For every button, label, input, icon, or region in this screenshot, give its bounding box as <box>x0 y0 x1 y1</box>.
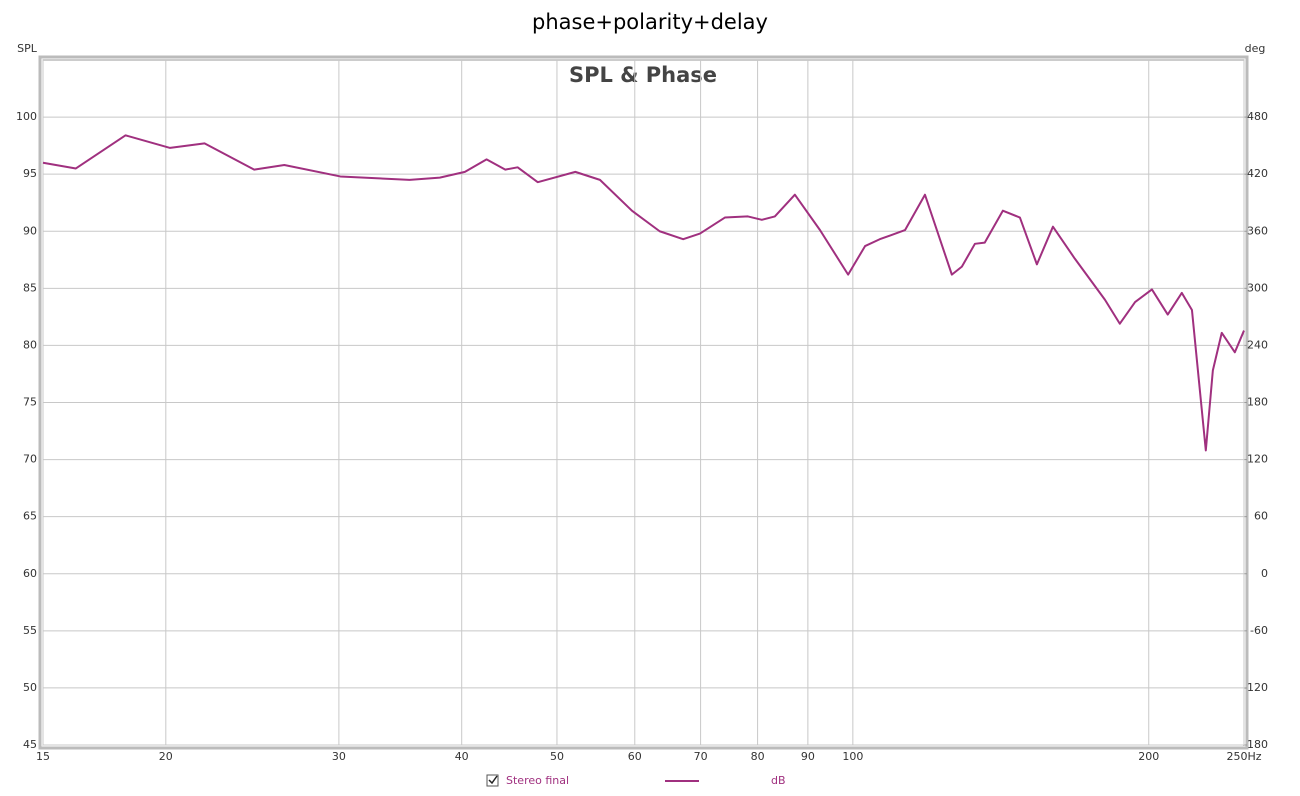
y2-tick-label: 120 <box>1247 453 1268 466</box>
y2-tick-label: 60 <box>1254 510 1268 523</box>
y2-tick-label: -60 <box>1250 624 1268 637</box>
y-tick-label: 90 <box>23 224 37 237</box>
y-axis-label: SPL <box>17 42 38 55</box>
x-tick-label: 50 <box>550 750 564 763</box>
y-tick-label: 45 <box>23 738 37 751</box>
x-tick-label: 20 <box>159 750 173 763</box>
y2-tick-label: 300 <box>1247 281 1268 294</box>
y2-tick-label: -180 <box>1243 738 1268 751</box>
y-tick-label: 80 <box>23 338 37 351</box>
y-tick-label: 95 <box>23 167 37 180</box>
x-tick-label: 100 <box>842 750 863 763</box>
x-tick-label: 70 <box>694 750 708 763</box>
x-tick-label: 30 <box>332 750 346 763</box>
chart-title: phase+polarity+delay <box>532 10 768 34</box>
x-tick-label: 60 <box>628 750 642 763</box>
y-tick-label: 75 <box>23 396 37 409</box>
y-tick-label: 85 <box>23 281 37 294</box>
y-tick-label: 55 <box>23 624 37 637</box>
y2-tick-label: 180 <box>1247 396 1268 409</box>
spl-line <box>42 134 1245 452</box>
x-tick-label: 15 <box>36 750 50 763</box>
chart-subtitle: SPL & Phase <box>569 63 717 87</box>
y-tick-label: 60 <box>23 567 37 580</box>
y2-tick-label: 240 <box>1247 338 1268 351</box>
y2-tick-label: 420 <box>1247 167 1268 180</box>
x-tick-label: 90 <box>801 750 815 763</box>
x-tick-label: 250Hz <box>1226 750 1261 763</box>
y-tick-label: 100 <box>16 110 37 123</box>
y2-tick-label: -120 <box>1243 681 1268 694</box>
x-tick-label: 200 <box>1138 750 1159 763</box>
legend: Stereo final dB <box>486 774 786 787</box>
y2-axis-label: deg <box>1245 42 1266 55</box>
x-tick-label: 40 <box>455 750 469 763</box>
y-tick-label: 50 <box>23 681 37 694</box>
y2-tick-label: 480 <box>1247 110 1268 123</box>
x-tick-label: 80 <box>751 750 765 763</box>
y-tick-label: 65 <box>23 510 37 523</box>
y2-tick-label: 0 <box>1261 567 1268 580</box>
y-tick-label: 70 <box>23 453 37 466</box>
legend-units: dB <box>771 774 786 787</box>
legend-checkbox[interactable] <box>486 774 499 787</box>
y2-tick-label: 360 <box>1247 224 1268 237</box>
legend-entry: Stereo final <box>506 774 569 787</box>
checkmark <box>488 775 498 785</box>
